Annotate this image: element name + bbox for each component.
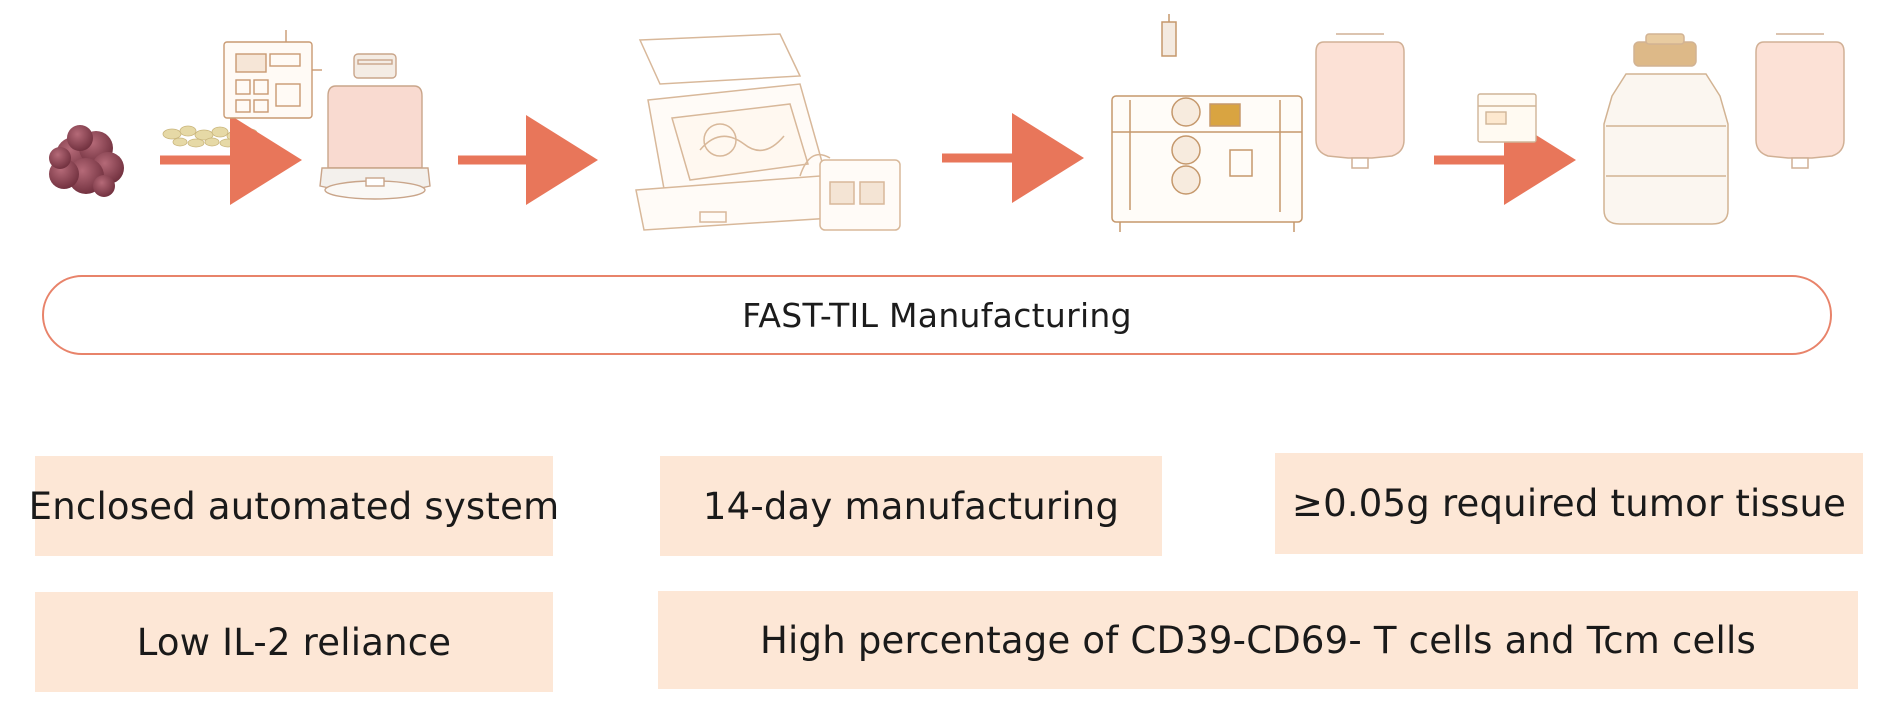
control-panel-icon	[223, 30, 322, 119]
cryo-dewar-icon	[1603, 33, 1729, 225]
feature-il2-reliance: Low IL-2 reliance	[35, 592, 553, 692]
feature-manufacturing-duration: 14-day manufacturing	[660, 456, 1162, 556]
shipping-box-icon	[1477, 93, 1537, 143]
feature-cell-phenotype: High percentage of CD39-CD69- T cells an…	[658, 591, 1858, 689]
automated-incubator-icon	[635, 33, 901, 231]
feature-enclosed-system: Enclosed automated system	[29, 456, 559, 556]
cell-processor-icon	[1111, 14, 1303, 232]
culture-flask-icon	[319, 53, 431, 200]
tissue-fragments-icon	[162, 125, 258, 148]
infusion-bag-icon	[1755, 33, 1845, 169]
infusion-bag-icon	[1315, 33, 1405, 169]
process-illustration	[49, 14, 1845, 232]
process-title-banner: FAST-TIL Manufacturing	[42, 275, 1832, 355]
tumor-tissue-icon	[49, 125, 124, 197]
feature-tissue-requirement: ≥0.05g required tumor tissue	[1275, 453, 1863, 554]
